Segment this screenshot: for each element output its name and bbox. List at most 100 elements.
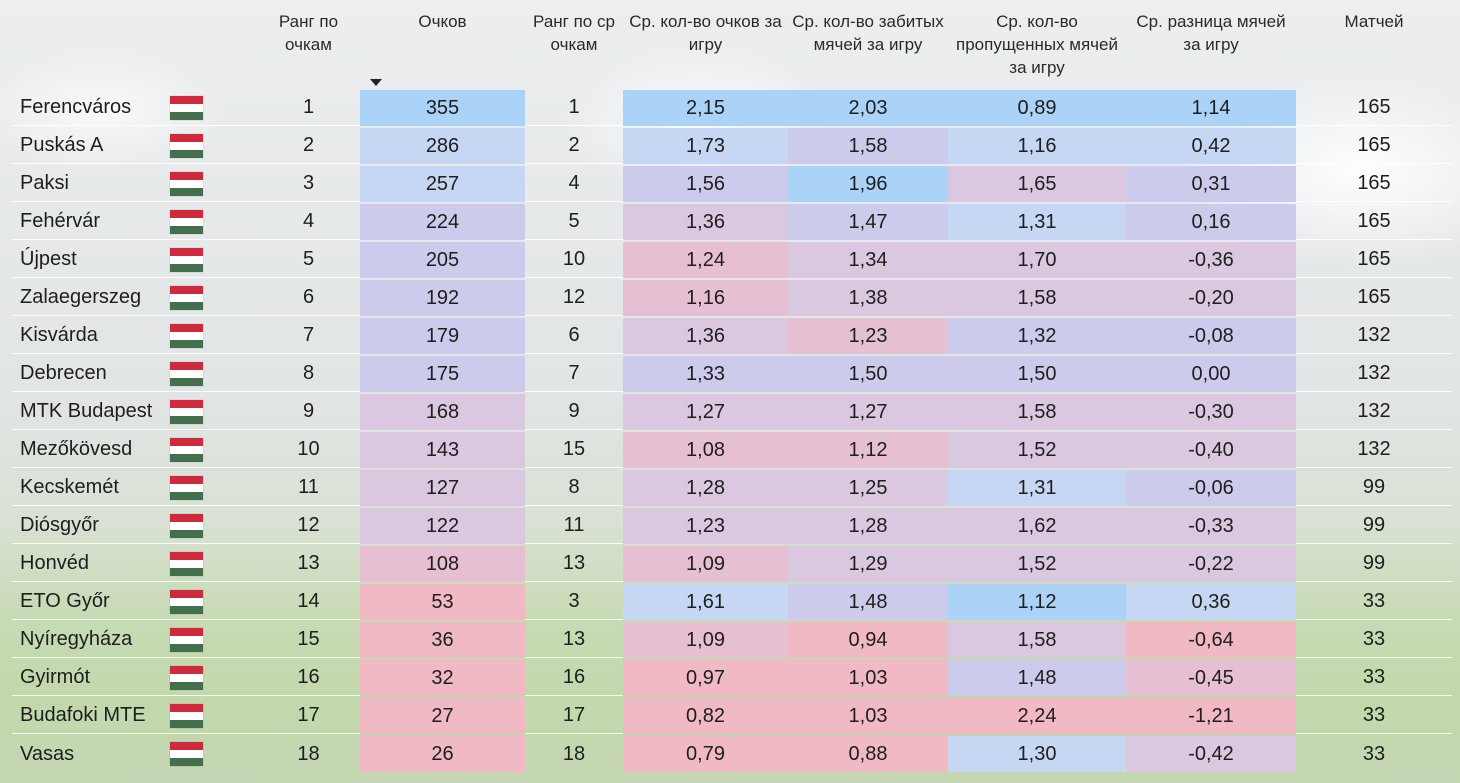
rank-points-cell: 7 xyxy=(257,318,360,354)
team-name[interactable]: Puskás A xyxy=(12,128,170,164)
avg-points-cell: 1,27 xyxy=(623,394,788,430)
rank-avg-cell: 10 xyxy=(525,242,623,278)
avg-diff-cell: -0,45 xyxy=(1126,660,1296,696)
avg-points-cell: 1,23 xyxy=(623,508,788,544)
matches-cell: 99 xyxy=(1296,470,1452,506)
rank-avg-cell: 15 xyxy=(525,432,623,468)
rank-avg-cell: 11 xyxy=(525,508,623,544)
avg-points-cell: 1,09 xyxy=(623,546,788,582)
matches-cell: 165 xyxy=(1296,242,1452,278)
flag-cell xyxy=(170,660,257,696)
avg-conceded-cell: 1,52 xyxy=(948,546,1126,582)
rank-avg-cell: 4 xyxy=(525,166,623,202)
rank-avg-cell: 17 xyxy=(525,698,623,734)
avg-scored-cell: 1,96 xyxy=(788,166,948,202)
avg-diff-cell: -0,42 xyxy=(1126,736,1296,772)
header-avg-scored[interactable]: Ср. кол-во забитых мячей за игру xyxy=(792,12,944,54)
points-cell: 179 xyxy=(360,318,525,354)
hungary-flag-icon xyxy=(170,589,203,614)
team-name[interactable]: Honvéd xyxy=(12,546,170,582)
team-name[interactable]: MTK Budapest xyxy=(12,394,170,430)
team-name[interactable]: Kisvárda xyxy=(12,318,170,354)
flag-cell xyxy=(170,242,257,278)
team-name[interactable]: Diósgyőr xyxy=(12,508,170,544)
rank-points-cell: 16 xyxy=(257,660,360,696)
team-name[interactable]: Mezőkövesd xyxy=(12,432,170,468)
hungary-flag-icon xyxy=(170,399,203,424)
matches-cell: 33 xyxy=(1362,742,1386,765)
avg-scored-cell: 1,25 xyxy=(788,470,948,506)
avg-points-cell: 1,24 xyxy=(623,242,788,278)
team-name[interactable]: Paksi xyxy=(12,166,170,202)
team-name[interactable]: Vasas xyxy=(20,742,75,765)
team-name[interactable]: Budafoki MTE xyxy=(12,698,170,734)
rank-points-cell: 1 xyxy=(257,90,360,126)
avg-diff-cell: 0,00 xyxy=(1126,356,1296,392)
team-name[interactable]: Gyirmót xyxy=(12,660,170,696)
hungary-flag-icon xyxy=(170,437,203,462)
points-cell: 168 xyxy=(360,394,525,430)
avg-points-cell: 1,33 xyxy=(623,356,788,392)
team-name[interactable]: Nyíregyháza xyxy=(12,622,170,658)
avg-points-cell: 0,97 xyxy=(623,660,788,696)
hungary-flag-icon xyxy=(170,513,203,538)
hungary-flag-icon xyxy=(170,285,203,310)
avg-scored-cell: 0,88 xyxy=(788,736,948,772)
avg-scored-cell: 1,03 xyxy=(788,698,948,734)
rank-points-cell: 15 xyxy=(257,622,360,658)
flag-cell xyxy=(170,90,257,126)
avg-conceded-cell: 1,62 xyxy=(948,508,1126,544)
team-name[interactable]: Debrecen xyxy=(12,356,170,392)
rank-points-cell: 9 xyxy=(257,394,360,430)
rank-points-cell: 14 xyxy=(257,584,360,620)
avg-scored-cell: 1,47 xyxy=(788,204,948,240)
flag-cell xyxy=(170,356,257,392)
header-points[interactable]: Очков xyxy=(360,0,525,90)
matches-cell: 165 xyxy=(1296,280,1452,316)
avg-diff-cell: -0,30 xyxy=(1126,394,1296,430)
header-flag xyxy=(170,0,257,90)
header-avg-points[interactable]: Ср. кол-во очков за игру xyxy=(629,12,782,54)
team-name[interactable]: Újpest xyxy=(12,242,170,278)
rank-avg-cell: 6 xyxy=(525,318,623,354)
team-name[interactable]: ETO Győr xyxy=(12,584,170,620)
avg-diff-cell: 0,36 xyxy=(1126,584,1296,620)
rank-points-cell: 12 xyxy=(257,508,360,544)
avg-diff-cell: -0,08 xyxy=(1126,318,1296,354)
points-cell: 27 xyxy=(360,698,525,734)
team-name[interactable]: Ferencváros xyxy=(12,90,170,126)
rank-points-cell: 10 xyxy=(257,432,360,468)
rank-avg-cell: 1 xyxy=(525,90,623,126)
header-avg-conceded[interactable]: Ср. кол-во пропущенных мячей за игру xyxy=(956,12,1118,77)
avg-diff-cell: -0,22 xyxy=(1126,546,1296,582)
header-rank-points[interactable]: Ранг по очкам xyxy=(278,12,339,54)
rank-points-cell: 3 xyxy=(257,166,360,202)
hungary-flag-icon xyxy=(170,209,203,234)
points-cell: 108 xyxy=(360,546,525,582)
hungary-flag-icon xyxy=(170,475,203,500)
points-cell: 122 xyxy=(360,508,525,544)
team-name[interactable]: Kecskemét xyxy=(12,470,170,506)
team-name[interactable]: Zalaegerszeg xyxy=(12,280,170,316)
rank-avg-cell: 2 xyxy=(525,128,623,164)
rank-points-cell: 4 xyxy=(257,204,360,240)
hungary-flag-icon xyxy=(170,627,203,652)
matches-cell: 165 xyxy=(1296,90,1452,126)
header-avg-diff[interactable]: Ср. разница мячей за игру xyxy=(1136,12,1286,54)
hungary-flag-icon xyxy=(170,361,203,386)
rank-avg-cell: 5 xyxy=(525,204,623,240)
avg-conceded-cell: 1,58 xyxy=(948,622,1126,658)
flag-cell xyxy=(170,508,257,544)
avg-scored-cell: 1,50 xyxy=(788,356,948,392)
points-cell: 143 xyxy=(360,432,525,468)
header-matches[interactable]: Матчей xyxy=(1344,12,1404,31)
matches-cell: 132 xyxy=(1296,318,1452,354)
flag-cell xyxy=(170,622,257,658)
avg-conceded-cell: 0,89 xyxy=(948,90,1126,126)
team-name[interactable]: Fehérvár xyxy=(12,204,170,240)
header-rank-avg[interactable]: Ранг по ср очкам xyxy=(533,12,615,54)
header-team xyxy=(12,0,170,90)
avg-conceded-cell: 1,70 xyxy=(948,242,1126,278)
matches-cell: 165 xyxy=(1296,204,1452,240)
points-cell: 192 xyxy=(360,280,525,316)
